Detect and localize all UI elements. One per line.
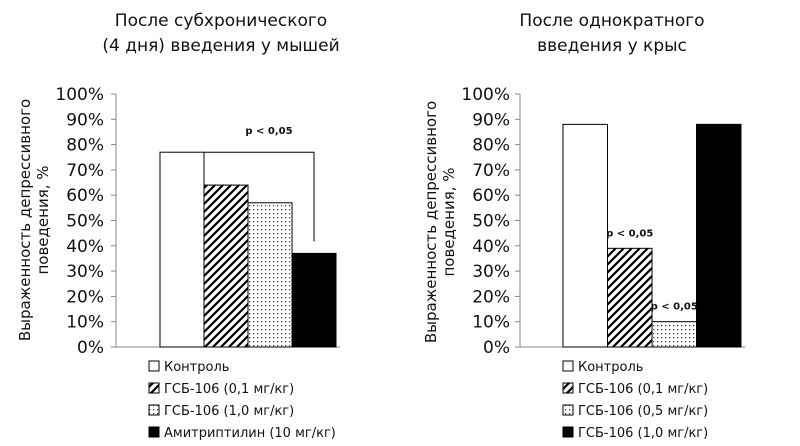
y-tick-label: 50% [472, 212, 510, 232]
p-value-label: p < 0,05 [651, 302, 698, 313]
bar-2 [203, 184, 249, 348]
y-tick-label: 70% [472, 161, 510, 181]
chart-1-legend: Контроль ГСБ-106 (0,1 мг/кг) ГСБ-106 (1,… [148, 360, 336, 441]
chart-2-legend-item: ГСБ-106 (1,0 мг/кг) [562, 426, 708, 441]
chart-1: После субхронического (4 дня) введения у… [16, 11, 340, 441]
chart-1-legend-item: ГСБ-106 (1,0 мг/кг) [148, 404, 294, 419]
y-tick-label: 60% [472, 186, 510, 206]
chart-2-legend: Контроль ГСБ-106 (0,1 мг/кг) ГСБ-106 (0,… [562, 360, 708, 441]
y-tick-label: 20% [66, 287, 104, 307]
chart-1-title-line-2: (4 дня) введения у мышей [102, 36, 339, 56]
chart-2-legend-label-2: ГСБ-106 (0,1 мг/кг) [578, 382, 708, 397]
chart-2-title-line-1: После однократного [519, 11, 704, 31]
chart-1-legend-item: ГСБ-106 (0,1 мг/кг) [148, 382, 294, 397]
y-tick-label: 90% [66, 110, 104, 130]
y-tick-label: 30% [66, 262, 104, 282]
chart-2-legend-label-3: ГСБ-106 (0,5 мг/кг) [578, 404, 708, 419]
y-tick-label: 40% [66, 237, 104, 257]
y-tick-label: 10% [472, 313, 510, 333]
chart-1-legend-label-3: ГСБ-106 (1,0 мг/кг) [164, 404, 294, 419]
bar-2 [607, 247, 653, 348]
y-tick-label: 0% [77, 338, 104, 358]
legend-swatch-white [148, 360, 160, 372]
chart-1-annotations: p < 0,05 [204, 126, 315, 242]
y-tick-label: 80% [472, 136, 510, 156]
y-tick-label: 100% [461, 85, 510, 105]
chart-1-y-ticks: 0% 10% 20% 30% 40% 50% 60% 70% 80% 90% 100% [55, 85, 116, 358]
bar-4 [696, 123, 742, 348]
chart-2-annotations: p < 0,05 p < 0,05 [606, 228, 698, 312]
y-tick-label: 40% [472, 237, 510, 257]
bar-3 [651, 321, 697, 348]
chart-2-legend-item: ГСБ-106 (0,5 мг/кг) [562, 404, 708, 419]
y-tick-label: 60% [66, 186, 104, 206]
chart-2-legend-label-4: ГСБ-106 (1,0 мг/кг) [578, 426, 708, 441]
bar-1 [159, 151, 205, 348]
legend-swatch-black [562, 426, 574, 438]
p-value-label: p < 0,05 [245, 126, 292, 137]
chart-1-ylabel-line-1: Выраженность депрессивного [16, 99, 34, 341]
chart-2-legend-item: ГСБ-106 (0,1 мг/кг) [562, 382, 708, 397]
chart-1-legend-label-2: ГСБ-106 (0,1 мг/кг) [164, 382, 294, 397]
legend-swatch-black [148, 426, 160, 438]
significance-bracket [204, 151, 315, 242]
y-tick-label: 100% [55, 85, 104, 105]
chart-2-legend-item: Контроль [562, 360, 643, 375]
chart-2-title-line-2: введения у крыс [537, 36, 687, 56]
y-tick-label: 30% [472, 262, 510, 282]
chart-2: После однократного введения у крыс Выраж… [422, 11, 745, 441]
chart-2-ylabel-line-1: Выраженность депрессивного [422, 101, 440, 343]
y-tick-label: 80% [66, 136, 104, 156]
chart-1-legend-item: Амитриптилин (10 мг/кг) [148, 426, 336, 441]
y-tick-label: 20% [472, 287, 510, 307]
y-tick-label: 70% [66, 161, 104, 181]
legend-swatch-dots [562, 404, 574, 416]
chart-1-ylabel-line-2: поведения, % [34, 165, 52, 274]
y-tick-label: 50% [66, 212, 104, 232]
bar-3 [247, 202, 293, 348]
chart-2-ylabel-line-2: поведения, % [440, 167, 458, 276]
chart-2-bars [562, 123, 742, 348]
legend-swatch-white [562, 360, 574, 372]
chart-2-y-ticks: 0% 10% 20% 30% 40% 50% 60% 70% 80% 90% 100% [461, 85, 520, 358]
chart-1-legend-label-4: Амитриптилин (10 мг/кг) [164, 426, 336, 441]
y-tick-label: 0% [483, 338, 510, 358]
bar-4 [291, 252, 337, 348]
y-tick-label: 90% [472, 110, 510, 130]
chart-2-legend-label-1: Контроль [578, 360, 643, 375]
legend-swatch-hatch [562, 382, 574, 394]
chart-1-legend-label-1: Контроль [164, 360, 229, 375]
chart-1-bars [159, 151, 337, 348]
legend-swatch-dots [148, 404, 160, 416]
p-value-label: p < 0,05 [606, 228, 653, 239]
y-tick-label: 10% [66, 313, 104, 333]
chart-1-title-line-1: После субхронического [115, 11, 327, 31]
legend-swatch-hatch [148, 382, 160, 394]
bar-1 [562, 123, 608, 348]
chart-1-legend-item: Контроль [148, 360, 229, 375]
